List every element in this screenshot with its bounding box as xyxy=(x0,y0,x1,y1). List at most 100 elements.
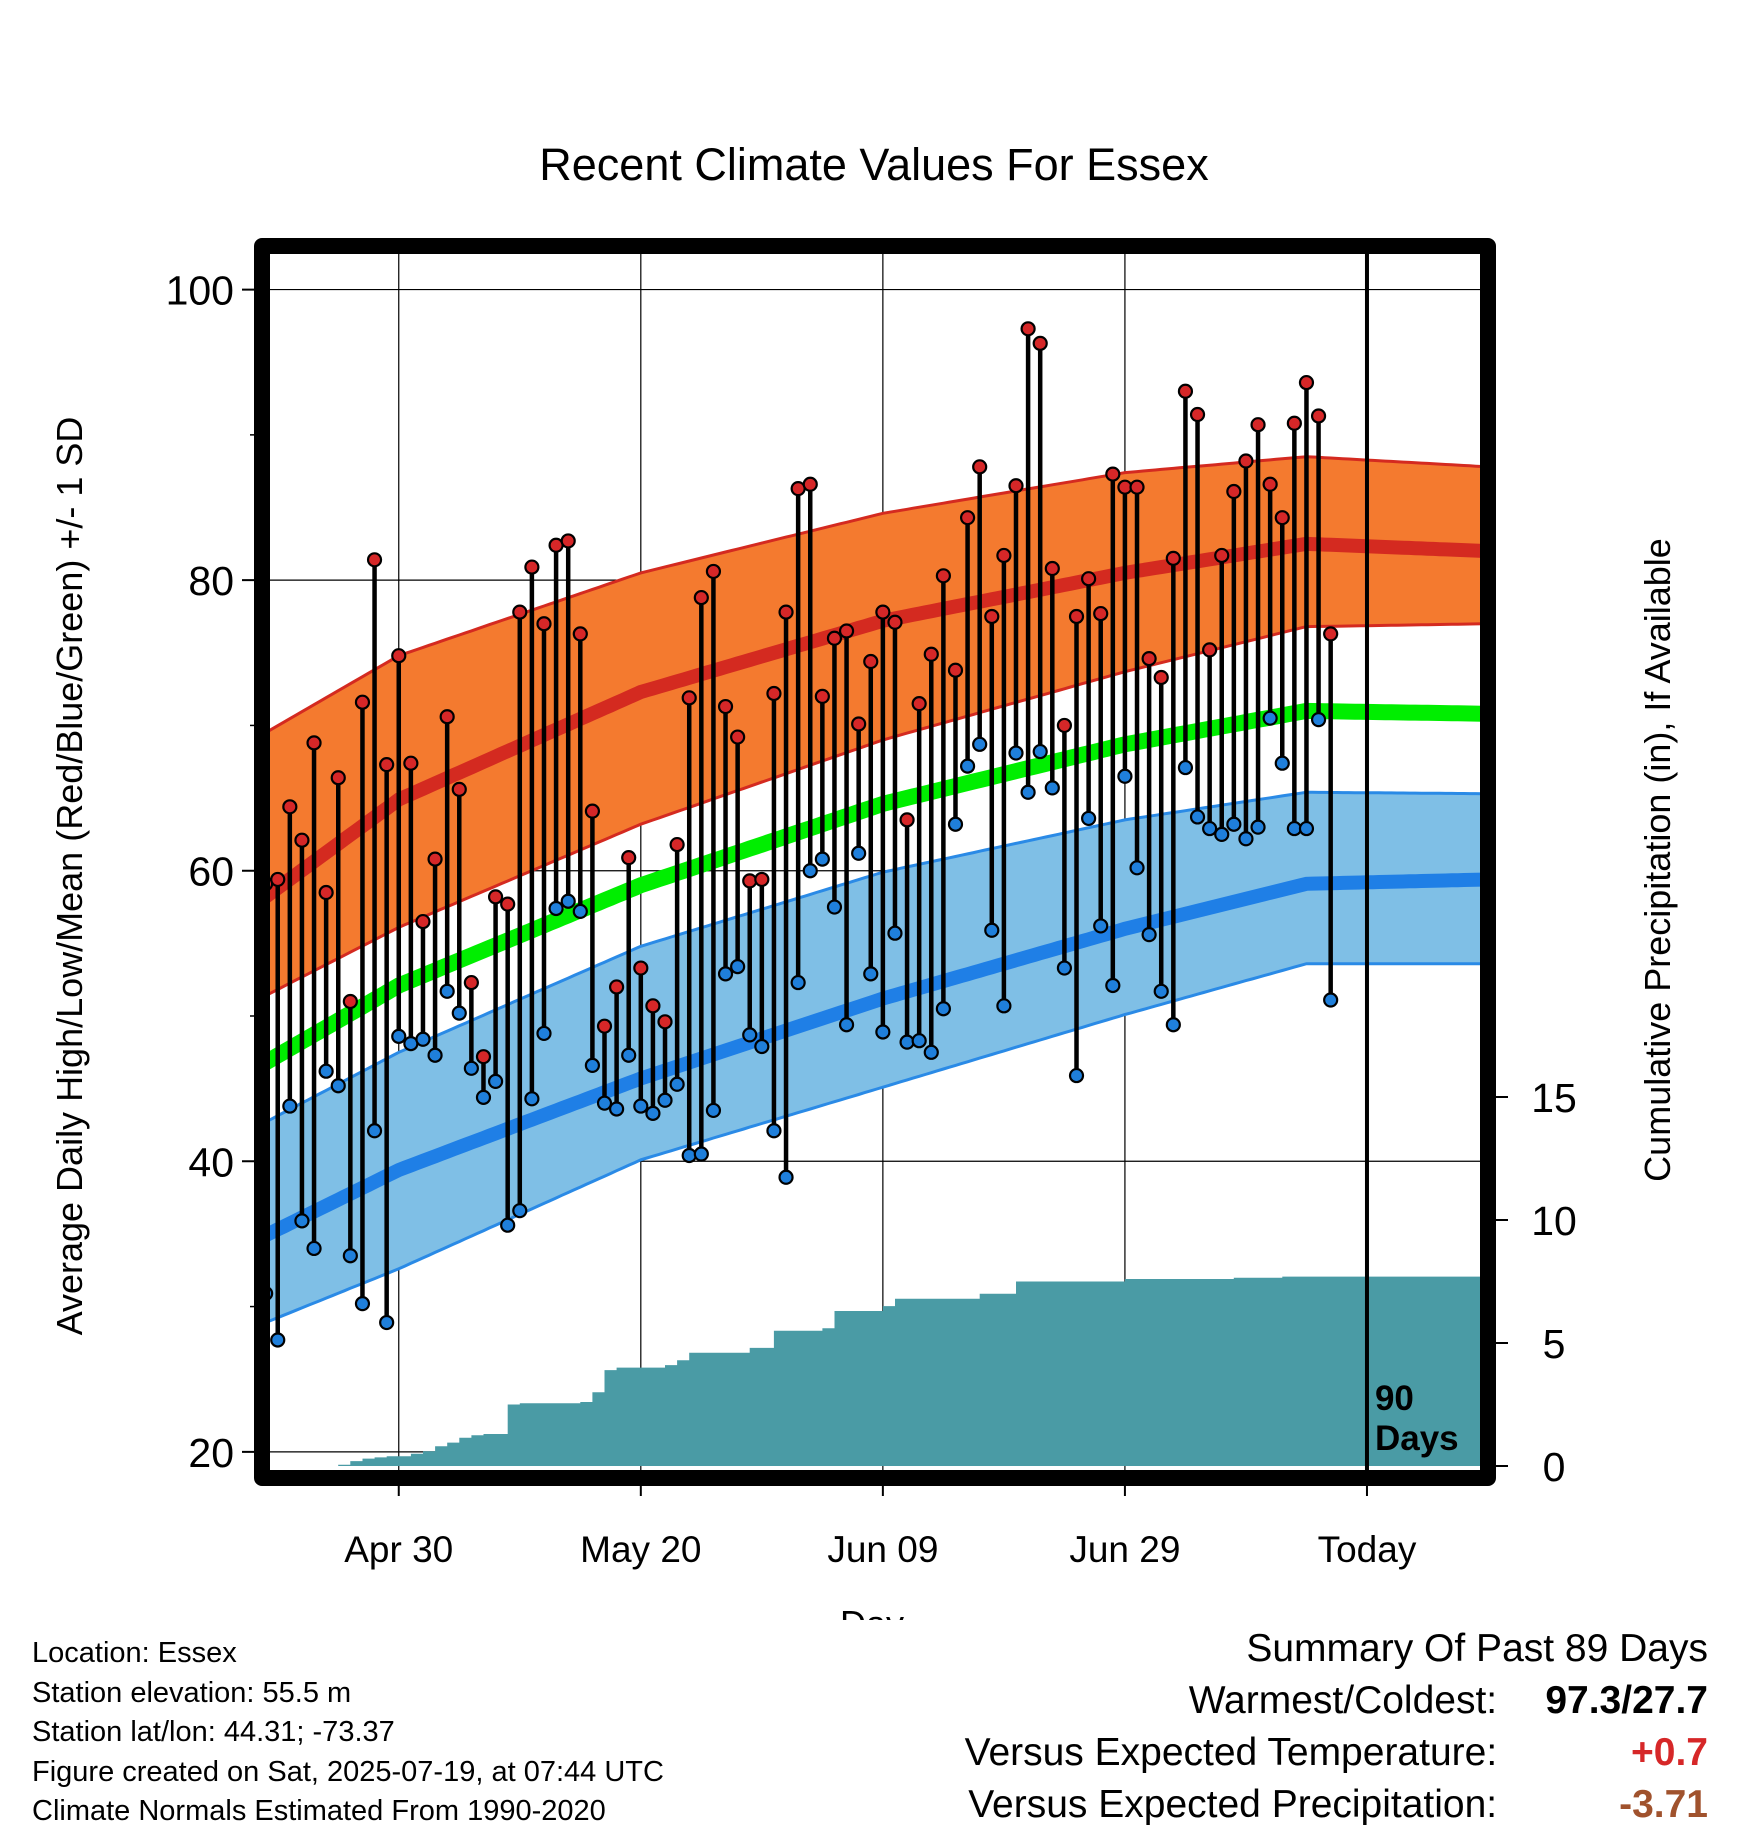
observed-high-point xyxy=(838,623,855,639)
observed-high-point xyxy=(1044,560,1060,577)
y2-tick-label: 10 xyxy=(1531,1198,1577,1244)
observed-high-point xyxy=(330,770,346,786)
observed-high-point xyxy=(1310,408,1327,424)
observed-high-point xyxy=(415,913,431,930)
observed-high-point xyxy=(705,563,722,580)
observed-low-point xyxy=(512,1203,528,1219)
observed-high-point xyxy=(778,604,794,620)
observed-high-point xyxy=(596,1018,613,1034)
observed-high-point xyxy=(814,688,830,704)
observed-low-point xyxy=(1093,918,1109,934)
summary-panel: Summary Of Past 89 Days Warmest/Coldest:… xyxy=(965,1623,1708,1831)
observed-high-point xyxy=(1189,406,1206,423)
observed-high-point xyxy=(669,836,685,853)
observed-high-point xyxy=(1202,642,1218,658)
observed-high-point xyxy=(754,871,770,888)
observed-high-point xyxy=(1348,0,1361,7)
observed-low-point xyxy=(475,1089,492,1105)
observed-high-point xyxy=(959,510,976,526)
x-tick-label: Jun 29 xyxy=(1069,1529,1180,1570)
temp-anomaly-row: Versus Expected Temperature: +0.7 xyxy=(965,1727,1708,1779)
observed-high-point xyxy=(1250,417,1266,433)
observed-high-point xyxy=(1214,547,1230,564)
observed-high-point xyxy=(306,735,322,751)
observed-low-point xyxy=(366,1123,383,1139)
observed-high-point xyxy=(996,547,1012,564)
observed-low-point xyxy=(1020,784,1036,800)
observed-low-point xyxy=(500,1217,516,1233)
observed-low-point xyxy=(996,998,1012,1014)
observed-low-point xyxy=(1081,810,1097,827)
observed-low-point xyxy=(766,1123,782,1139)
observed-high-point xyxy=(282,799,298,815)
observed-high-point xyxy=(463,974,479,991)
observed-low-point xyxy=(633,1098,649,1114)
observed-low-point xyxy=(911,1033,927,1049)
observed-high-point xyxy=(1105,466,1121,482)
observed-low-point xyxy=(730,959,746,975)
observed-high-point xyxy=(560,533,576,549)
observed-low-point xyxy=(935,1001,951,1017)
observed-low-point xyxy=(294,1213,310,1229)
observed-high-point xyxy=(657,1014,673,1030)
observed-high-point xyxy=(1081,571,1097,587)
precip-anomaly-value: -3.71 xyxy=(1619,1783,1708,1826)
observed-low-point xyxy=(318,1063,334,1079)
observed-low-point xyxy=(875,1024,891,1040)
observed-low-point xyxy=(863,966,879,982)
precip-anomaly-label: Versus Expected Precipitation: xyxy=(968,1783,1498,1826)
observed-high-point xyxy=(270,871,286,888)
observed-low-point xyxy=(657,1092,673,1108)
x-tick-label: Today xyxy=(1318,1529,1417,1570)
observed-low-point xyxy=(1032,743,1048,760)
observed-high-point xyxy=(512,604,528,620)
observed-high-point xyxy=(1032,335,1048,351)
observed-high-point xyxy=(887,614,903,630)
observed-low-point xyxy=(439,983,455,999)
observed-high-point xyxy=(536,616,552,632)
observed-low-point xyxy=(1177,759,1194,776)
observed-high-point xyxy=(1020,321,1036,337)
observed-high-point xyxy=(693,589,709,606)
y-tick-label: 100 xyxy=(166,268,234,314)
observed-low-point xyxy=(1226,816,1242,832)
observed-high-point xyxy=(802,476,818,492)
observed-high-point xyxy=(391,648,407,664)
observed-low-point xyxy=(1274,755,1290,771)
observed-high-point xyxy=(1141,651,1157,667)
observed-high-point xyxy=(875,604,891,620)
normal-low-lower-edge xyxy=(265,962,1488,1324)
observed-high-point xyxy=(572,626,588,642)
observed-low-point xyxy=(802,863,818,879)
observed-high-point xyxy=(294,832,310,848)
observed-low-point xyxy=(1202,820,1218,837)
observed-high-point xyxy=(1262,476,1278,492)
observed-high-point xyxy=(972,459,988,475)
y-tick-label: 60 xyxy=(188,849,234,895)
observed-low-point xyxy=(596,1095,613,1111)
observed-low-point xyxy=(947,816,964,832)
observed-low-point xyxy=(609,1101,625,1117)
observed-low-point xyxy=(524,1091,540,1107)
observed-high-point xyxy=(984,608,1000,625)
plot-frame xyxy=(254,238,1496,1486)
observed-high-point xyxy=(354,694,371,710)
observed-low-point xyxy=(1141,927,1157,943)
observed-high-point xyxy=(451,781,467,797)
observed-high-point xyxy=(487,889,504,905)
observed-low-point xyxy=(959,758,976,774)
observed-high-point xyxy=(1238,453,1254,469)
precip-area xyxy=(338,1276,1488,1466)
today-days-count: 90 xyxy=(1375,1379,1414,1418)
chart-title: Recent Climate Values For Essex xyxy=(539,139,1209,190)
y-axis-label: Average Daily High/Low/Mean (Red/Blue/Gr… xyxy=(49,417,90,1336)
observed-low-point xyxy=(354,1296,371,1312)
observed-high-point xyxy=(403,755,419,771)
observed-low-point xyxy=(572,903,588,919)
observed-high-point xyxy=(584,803,601,819)
observed-low-point xyxy=(1165,1017,1181,1033)
observed-low-point xyxy=(427,1047,443,1063)
station-info: Location: Essex Station elevation: 55.5 … xyxy=(32,1634,664,1832)
y2-axis-label: Cumulative Precipitation (in), If Availa… xyxy=(1637,538,1678,1182)
